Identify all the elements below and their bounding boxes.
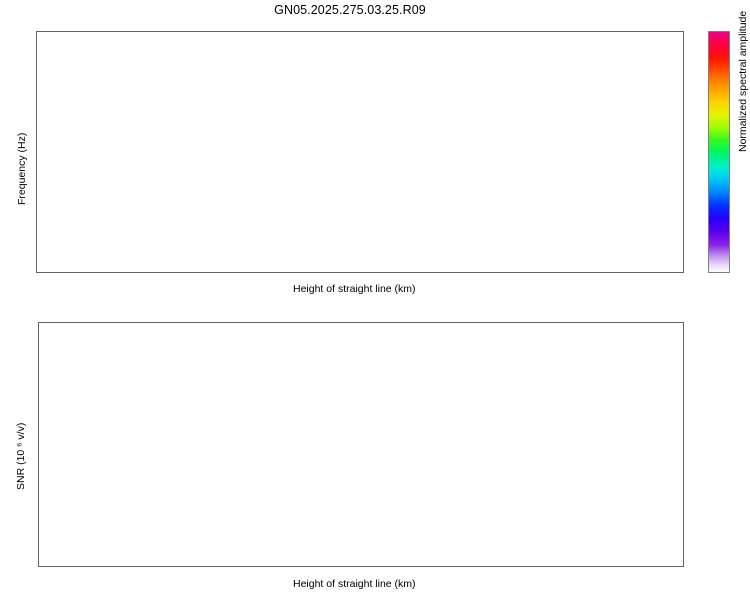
spectrogram-image	[37, 32, 683, 272]
spectrogram-x-axis-label: Height of straight line (km)	[293, 283, 416, 295]
spectrogram-y-axis-label: Frequency (Hz)	[16, 132, 28, 205]
snr-panel	[38, 322, 684, 567]
colorbar	[708, 31, 730, 273]
colorbar-title: Normalized spectral amplitude	[737, 10, 749, 152]
snr-x-axis-label: Height of straight line (km)	[293, 578, 416, 590]
spectrogram-panel	[36, 31, 684, 273]
snr-y-axis-label: SNR (10 ⁶ v/v)	[15, 422, 27, 490]
snr-line-plot	[39, 323, 683, 566]
page-title: GN05.2025.275.03.25.R09	[274, 3, 426, 17]
